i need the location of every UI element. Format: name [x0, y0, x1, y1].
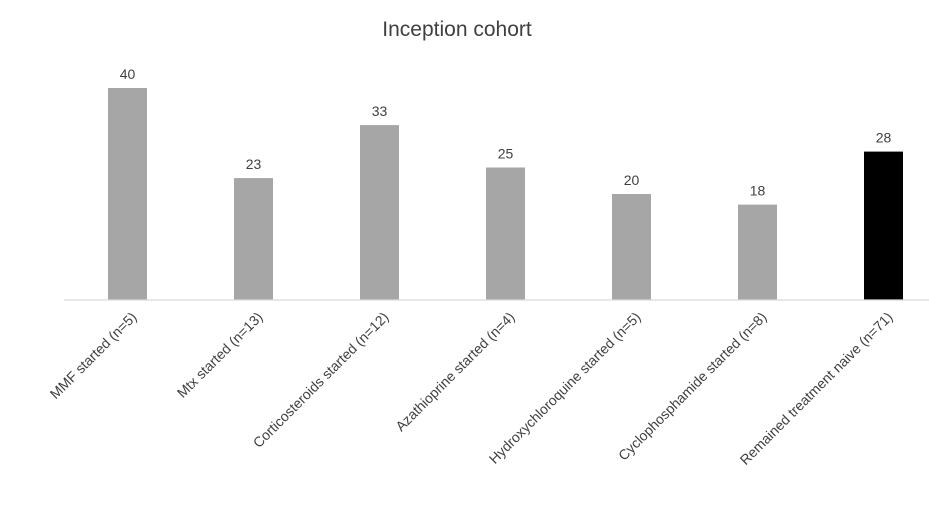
bar-1 — [108, 88, 147, 300]
bar-6 — [738, 204, 777, 300]
category-label-7: Remained treatment naive (n=71) — [737, 309, 896, 468]
category-label-3: Corticosteroids started (n=12) — [250, 309, 392, 451]
data-label-1: 40 — [120, 66, 136, 82]
data-label-3: 33 — [372, 103, 388, 119]
chart-title: Inception cohort — [382, 18, 532, 41]
bar-5 — [612, 194, 651, 300]
category-label-6: Cyclophosphamide started (n=8) — [615, 309, 770, 464]
bar-2 — [234, 178, 273, 300]
category-label-1: MMF started (n=5) — [47, 309, 140, 402]
category-label-4: Azathioprine started (n=4) — [392, 309, 518, 435]
category-label-2: Mtx started (n=13) — [174, 309, 266, 401]
bar-4 — [486, 167, 525, 300]
data-label-4: 25 — [498, 146, 514, 162]
data-label-5: 20 — [624, 172, 640, 188]
bars-layer — [108, 88, 903, 300]
data-label-7: 28 — [876, 130, 892, 146]
value-labels-layer: 40 23 33 25 20 18 28 — [120, 66, 892, 199]
tick-labels-layer: MMF started (n=5) Mtx started (n=13)Corti… — [47, 309, 896, 468]
data-label-2: 23 — [246, 156, 262, 172]
data-label-6: 18 — [750, 183, 766, 199]
category-label-5: Hydroxychloroquine started (n=5) — [486, 309, 644, 467]
bar-7 — [864, 151, 903, 300]
bar-3 — [360, 125, 399, 300]
